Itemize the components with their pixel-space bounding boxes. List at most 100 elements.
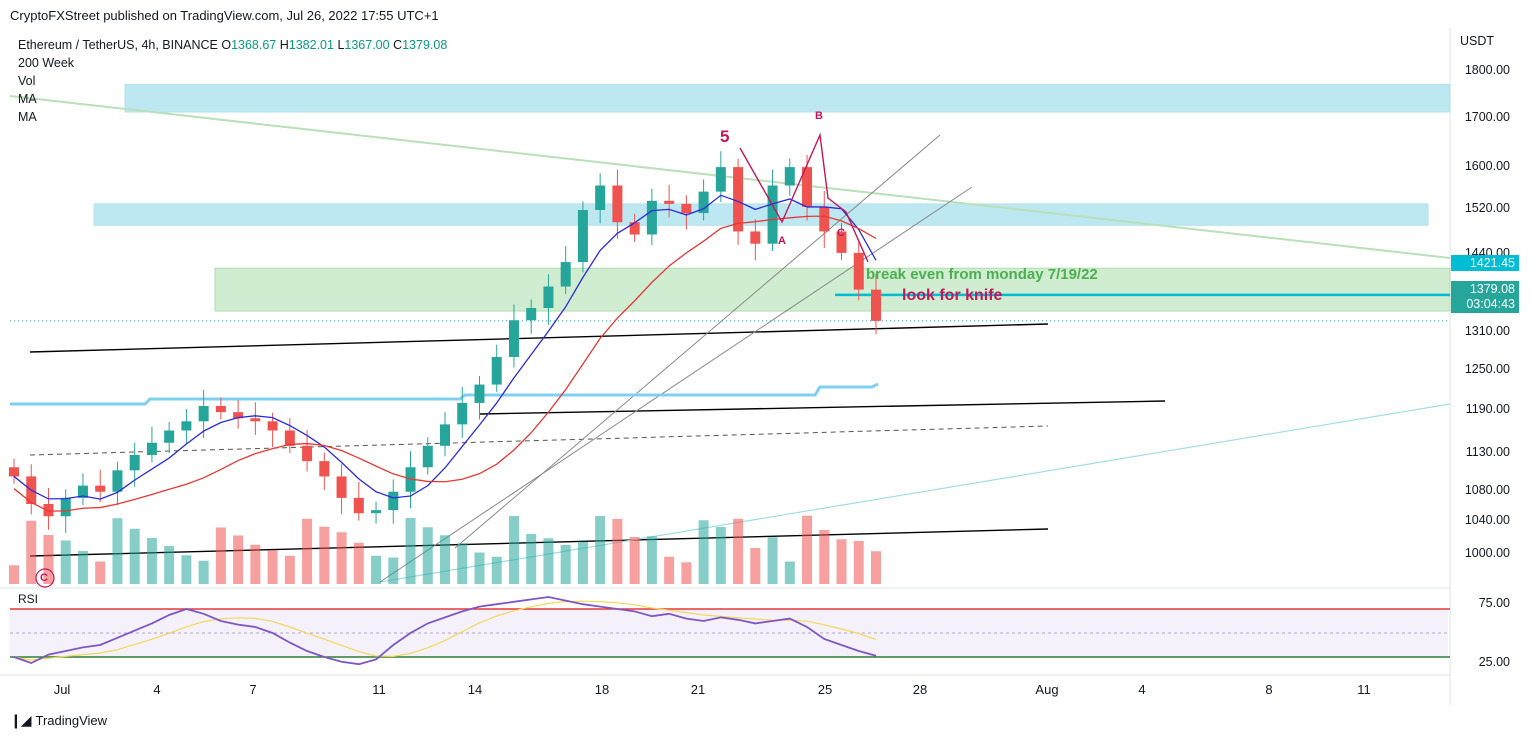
- price-tick: 1520.00: [1464, 201, 1510, 215]
- price-tick: 1130.00: [1465, 445, 1510, 459]
- candle-body: [836, 231, 847, 253]
- candle-body: [474, 384, 485, 403]
- candle-body: [853, 252, 864, 290]
- volume-bar: [681, 562, 692, 584]
- candle-body: [750, 231, 761, 244]
- candle-body: [819, 206, 830, 232]
- arrow-line-2: [379, 186, 973, 583]
- level-price-tag: 1421.45: [1451, 255, 1519, 271]
- volume-bar: [612, 519, 623, 584]
- candle-body: [698, 191, 709, 214]
- volume-bar: [595, 516, 606, 584]
- volume-bar: [284, 555, 295, 584]
- candle-body: [802, 167, 813, 207]
- volume-bar: [371, 555, 382, 584]
- legend-close-label: C: [393, 38, 403, 52]
- time-tick: 25: [817, 682, 833, 697]
- candle-body: [250, 418, 261, 422]
- trendline-dashed: [29, 425, 1049, 456]
- rsi-line: [13, 596, 877, 666]
- candle-body: [233, 412, 244, 419]
- zone-green: [214, 267, 1451, 312]
- price-tick: 1000.00: [1464, 546, 1510, 560]
- volume-bar: [457, 543, 468, 584]
- legend-indicator-200week[interactable]: 200 Week: [18, 56, 75, 70]
- legend-indicator-ma-2[interactable]: MA: [18, 110, 37, 124]
- price-tick: 1250.00: [1464, 362, 1510, 376]
- tradingview-logo[interactable]: ❙◢ TradingView: [10, 712, 107, 729]
- trendline-lower: [29, 528, 1049, 557]
- candle-body: [646, 200, 657, 235]
- volume-bar: [319, 526, 330, 584]
- arrow-line-1: [454, 134, 941, 549]
- tradingview-brand: TradingView: [35, 713, 108, 728]
- time-tick: 11: [1357, 682, 1371, 697]
- volume-bar: [784, 561, 795, 584]
- volume-bar: [250, 544, 261, 584]
- rsi-tick: 75.00: [1478, 596, 1510, 610]
- time-tick: 8: [1265, 682, 1273, 697]
- wave-label-5: 5: [720, 127, 730, 146]
- candle-body: [784, 167, 795, 186]
- candle-body: [871, 289, 881, 321]
- rsi-signal-line: [13, 600, 877, 661]
- candle-body: [371, 510, 382, 514]
- volume-bar: [664, 556, 675, 584]
- candle-body: [543, 286, 554, 308]
- volume-bar: [302, 518, 313, 584]
- ma-red: [13, 215, 877, 512]
- legend-open-label: O: [221, 38, 232, 52]
- wave-abc-path: [739, 132, 869, 263]
- price-tick: 1800.00: [1464, 63, 1510, 77]
- candle-body: [508, 320, 519, 357]
- volume-bar: [336, 532, 347, 584]
- volume-bar: [95, 561, 106, 584]
- candle-body: [146, 442, 157, 455]
- ma-200-week: [10, 382, 879, 406]
- volume-bar: [129, 528, 140, 584]
- price-axis-currency: USDT: [1459, 34, 1494, 48]
- candle-body: [577, 210, 588, 263]
- candle-body: [664, 200, 675, 204]
- ma-blue: [13, 194, 877, 500]
- volume-bar: [715, 527, 726, 584]
- volume-bar: [388, 557, 399, 584]
- legend-symbol[interactable]: Ethereum / TetherUS, 4h, BINANCE: [18, 38, 218, 52]
- volume-bar: [802, 515, 813, 584]
- candle-body: [43, 504, 54, 517]
- candle-body: [95, 485, 106, 492]
- candle-body: [198, 406, 209, 422]
- candle-body: [457, 402, 468, 425]
- candle-body: [629, 222, 640, 235]
- candle-body: [767, 185, 778, 244]
- legend-indicator-ma-1[interactable]: MA: [18, 92, 37, 106]
- candle-body: [612, 185, 623, 223]
- wave-label-c-circled: C: [40, 572, 48, 584]
- volume-bar: [577, 541, 588, 584]
- volume-bar: [9, 565, 19, 584]
- price-tick: 1190.00: [1465, 402, 1510, 416]
- trendline-ascending: [379, 403, 1451, 583]
- candle-body: [595, 185, 606, 210]
- price-tick: 1040.00: [1464, 513, 1510, 527]
- volume-bar: [836, 539, 847, 584]
- rsi-title[interactable]: RSI: [18, 592, 39, 606]
- volume-bar: [353, 542, 364, 584]
- volume-bar: [733, 518, 744, 584]
- price-tick: 1700.00: [1464, 110, 1510, 124]
- candle-body: [526, 308, 537, 321]
- candle-body: [715, 167, 726, 192]
- candle-body: [440, 424, 450, 446]
- volume-bar: [422, 527, 433, 584]
- candle-body: [560, 262, 571, 287]
- volume-bar: [560, 545, 571, 584]
- candle-body: [215, 406, 226, 413]
- zone-blue: [93, 203, 1429, 226]
- chart-legend: Ethereum / TetherUS, 4h, BINANCE O1368.6…: [18, 36, 447, 126]
- legend-indicator-vol[interactable]: Vol: [18, 74, 36, 88]
- candle-body: [491, 357, 502, 385]
- knife-note: look for knife: [902, 287, 1003, 304]
- wave-label-a: A: [778, 235, 786, 247]
- candle-body: [129, 455, 140, 471]
